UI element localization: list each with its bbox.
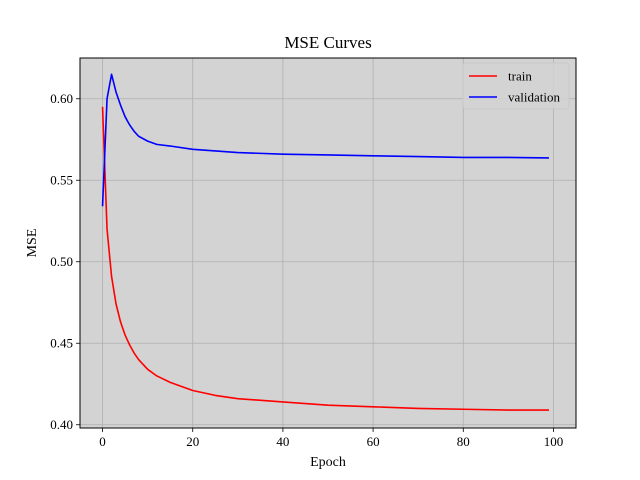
x-axis-ticks: 0 20 40 60 80 100 xyxy=(99,428,563,449)
y-tick-label: 0.40 xyxy=(50,417,73,432)
series-group xyxy=(101,73,549,411)
y-axis-title: MSE xyxy=(25,229,40,258)
legend: train validation xyxy=(462,62,570,110)
legend-label-train: train xyxy=(508,69,532,84)
y-tick-label: 0.55 xyxy=(50,173,73,188)
y-axis-ticks: 0.40 0.45 0.50 0.55 0.60 xyxy=(50,91,80,432)
x-tick-label: 0 xyxy=(99,434,106,449)
y-tick-label: 0.50 xyxy=(50,254,73,269)
series-line-train xyxy=(101,106,549,411)
x-tick-label: 80 xyxy=(457,434,470,449)
x-tick-label: 20 xyxy=(186,434,199,449)
chart-title: MSE Curves xyxy=(284,33,371,52)
x-tick-label: 100 xyxy=(544,434,564,449)
y-tick-label: 0.45 xyxy=(50,336,73,351)
x-tick-label: 40 xyxy=(276,434,289,449)
y-tick-label: 0.60 xyxy=(50,91,73,106)
legend-label-validation: validation xyxy=(508,90,560,105)
series-line-validation xyxy=(101,73,549,207)
plot-frame xyxy=(79,57,577,429)
x-axis-title: Epoch xyxy=(310,455,346,470)
x-tick-label: 60 xyxy=(367,434,380,449)
plot-area xyxy=(80,58,576,428)
